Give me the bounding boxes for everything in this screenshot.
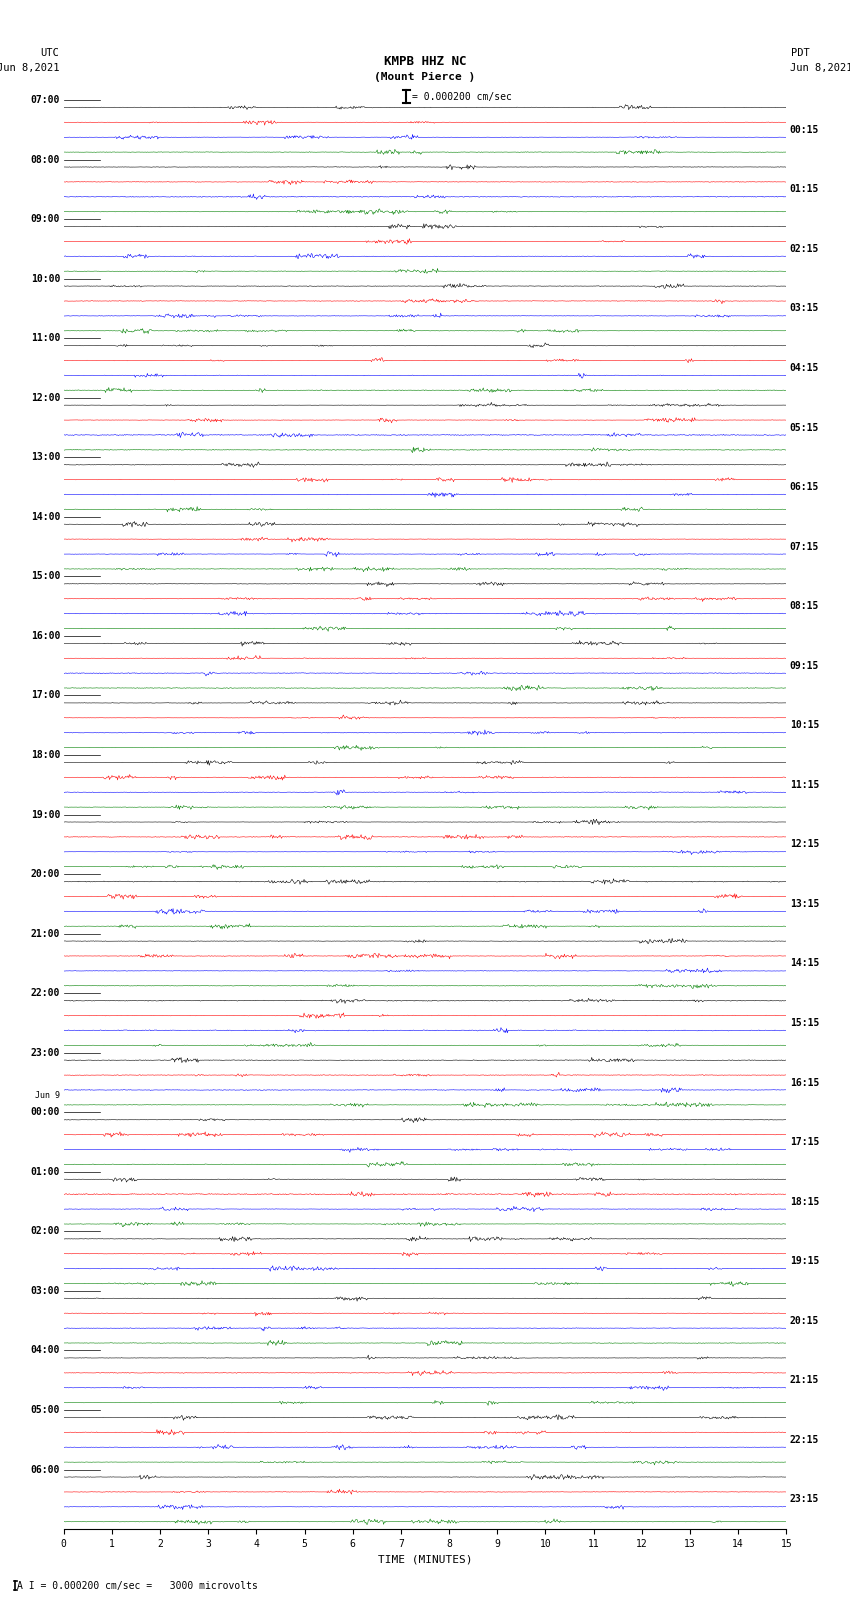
Text: 01:15: 01:15: [790, 184, 819, 194]
Text: 12:00: 12:00: [31, 392, 60, 403]
Text: 22:15: 22:15: [790, 1436, 819, 1445]
Text: 13:00: 13:00: [31, 452, 60, 463]
Text: 15:15: 15:15: [790, 1018, 819, 1027]
Text: 12:15: 12:15: [790, 839, 819, 850]
Text: A I = 0.000200 cm/sec =   3000 microvolts: A I = 0.000200 cm/sec = 3000 microvolts: [17, 1581, 258, 1590]
Text: 04:00: 04:00: [31, 1345, 60, 1355]
Text: 11:00: 11:00: [31, 334, 60, 344]
Text: 08:00: 08:00: [31, 155, 60, 165]
Text: KMPB HHZ NC: KMPB HHZ NC: [383, 55, 467, 68]
Text: 10:15: 10:15: [790, 721, 819, 731]
Text: 19:00: 19:00: [31, 810, 60, 819]
X-axis label: TIME (MINUTES): TIME (MINUTES): [377, 1555, 473, 1565]
Text: 17:15: 17:15: [790, 1137, 819, 1147]
Text: 22:00: 22:00: [31, 989, 60, 998]
Text: 14:00: 14:00: [31, 511, 60, 523]
Text: PDT: PDT: [790, 48, 809, 58]
Text: Jun 9: Jun 9: [35, 1090, 60, 1100]
Text: 09:00: 09:00: [31, 215, 60, 224]
Text: Jun 8,2021: Jun 8,2021: [790, 63, 850, 73]
Text: 18:15: 18:15: [790, 1197, 819, 1207]
Text: 19:15: 19:15: [790, 1257, 819, 1266]
Text: 05:15: 05:15: [790, 423, 819, 432]
Text: 11:15: 11:15: [790, 779, 819, 790]
Text: = 0.000200 cm/sec: = 0.000200 cm/sec: [412, 92, 512, 102]
Text: 07:00: 07:00: [31, 95, 60, 105]
Text: 14:15: 14:15: [790, 958, 819, 968]
Text: 10:00: 10:00: [31, 274, 60, 284]
Text: 21:00: 21:00: [31, 929, 60, 939]
Text: (Mount Pierce ): (Mount Pierce ): [374, 73, 476, 82]
Text: 08:15: 08:15: [790, 602, 819, 611]
Text: 17:00: 17:00: [31, 690, 60, 700]
Text: 05:00: 05:00: [31, 1405, 60, 1415]
Text: 15:00: 15:00: [31, 571, 60, 581]
Text: 00:15: 00:15: [790, 124, 819, 135]
Text: 20:00: 20:00: [31, 869, 60, 879]
Text: 03:00: 03:00: [31, 1286, 60, 1295]
Text: Jun 8,2021: Jun 8,2021: [0, 63, 60, 73]
Text: 13:15: 13:15: [790, 898, 819, 908]
Text: 03:15: 03:15: [790, 303, 819, 313]
Text: 16:15: 16:15: [790, 1077, 819, 1087]
Text: 01:00: 01:00: [31, 1166, 60, 1177]
Text: 23:00: 23:00: [31, 1048, 60, 1058]
Text: 20:15: 20:15: [790, 1316, 819, 1326]
Text: 02:00: 02:00: [31, 1226, 60, 1237]
Text: 09:15: 09:15: [790, 661, 819, 671]
Text: 23:15: 23:15: [790, 1494, 819, 1505]
Text: 06:00: 06:00: [31, 1465, 60, 1474]
Text: 02:15: 02:15: [790, 244, 819, 253]
Text: 04:15: 04:15: [790, 363, 819, 373]
Text: 07:15: 07:15: [790, 542, 819, 552]
Text: 21:15: 21:15: [790, 1376, 819, 1386]
Text: 00:00: 00:00: [31, 1107, 60, 1118]
Text: 06:15: 06:15: [790, 482, 819, 492]
Text: 18:00: 18:00: [31, 750, 60, 760]
Text: UTC: UTC: [41, 48, 60, 58]
Text: 16:00: 16:00: [31, 631, 60, 640]
